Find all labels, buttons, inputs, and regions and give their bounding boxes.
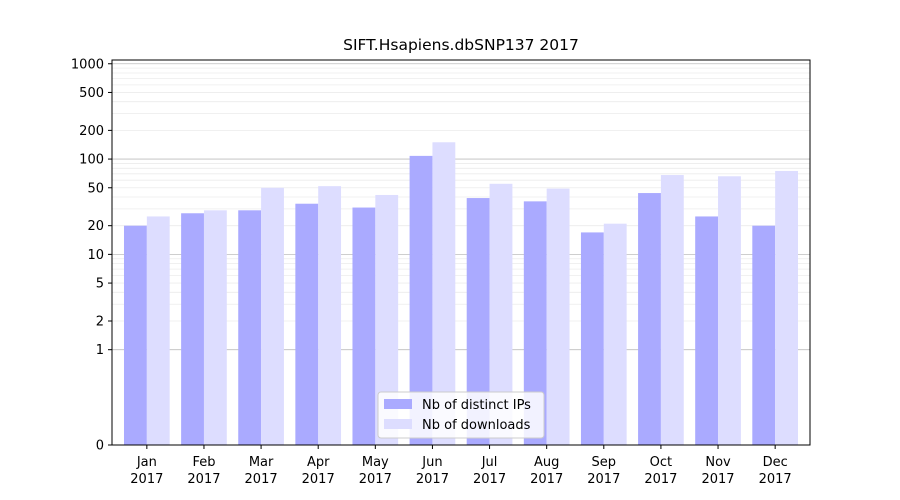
x-tick-label-month: Jun — [421, 455, 442, 470]
x-tick-label-month: May — [362, 455, 389, 470]
y-tick-label: 5 — [96, 277, 104, 292]
x-tick-label-year: 2017 — [416, 472, 449, 487]
bar-downloads — [146, 216, 170, 445]
legend-box — [377, 391, 545, 439]
bar-distinct-ips — [409, 155, 433, 445]
legend-swatch — [384, 419, 412, 429]
x-tick-label-month: Mar — [249, 455, 274, 470]
y-axis: 0 1 2 5 10 20 50 100 200 500 1000 — [71, 57, 112, 454]
x-tick-label-year: 2017 — [759, 472, 792, 487]
x-tick-label-year: 2017 — [644, 472, 677, 487]
y-tick-label: 2 — [96, 314, 104, 329]
bar-distinct-ips — [123, 225, 147, 445]
x-tick-label-year: 2017 — [701, 472, 734, 487]
bar-downloads — [775, 170, 799, 445]
x-tick-label-month: Jul — [481, 455, 498, 470]
x-tick-label-year: 2017 — [473, 472, 506, 487]
y-tick-label: 500 — [79, 86, 104, 101]
y-tick-label: 10 — [87, 248, 104, 263]
legend-swatch — [384, 399, 412, 409]
bar-distinct-ips — [295, 203, 319, 445]
x-tick-label-month: Feb — [192, 455, 215, 470]
y-tick-label: 200 — [79, 124, 104, 139]
bar-downloads — [261, 187, 284, 446]
bar-downloads — [489, 183, 513, 445]
y-tick-label: 0 — [96, 439, 104, 454]
x-tick-label-year: 2017 — [187, 472, 220, 487]
x-axis: Jan 2017 Feb 2017 Mar 2017 Apr 2017 May 2017 Jun 20… — [130, 445, 792, 487]
bar-distinct-ips — [523, 201, 547, 445]
x-tick-label-year: 2017 — [359, 472, 392, 487]
x-tick-label-month: Apr — [307, 455, 330, 470]
bar-distinct-ips — [238, 210, 262, 445]
bar-distinct-ips — [580, 232, 604, 445]
plot-frame — [111, 59, 811, 446]
bar-distinct-ips — [638, 193, 661, 445]
x-tick-label-year: 2017 — [130, 472, 163, 487]
bar-downloads — [718, 176, 741, 446]
bars — [123, 142, 799, 446]
x-tick-label-month: Sep — [592, 455, 617, 470]
bar-downloads — [546, 188, 570, 445]
y-tick-label: 20 — [87, 219, 104, 234]
x-tick-label-year: 2017 — [587, 472, 620, 487]
y-tick-label: 1 — [96, 343, 104, 358]
bar-distinct-ips — [352, 207, 376, 445]
y-tick-label: 50 — [87, 181, 104, 196]
legend-label: Nb of distinct IPs — [422, 398, 531, 413]
bar-downloads — [318, 186, 342, 445]
x-tick-label-month: Oct — [650, 455, 672, 470]
bar-downloads — [660, 175, 684, 445]
bar-distinct-ips — [466, 198, 490, 445]
x-tick-label-month: Dec — [763, 455, 788, 470]
bar-downloads — [203, 210, 227, 445]
x-tick-label-month: Jan — [136, 455, 157, 470]
bar-downloads — [603, 223, 627, 445]
bar-downloads — [432, 142, 456, 445]
x-tick-label-year: 2017 — [302, 472, 335, 487]
bar-distinct-ips — [695, 216, 719, 445]
x-tick-label-month: Aug — [534, 455, 559, 470]
grid-lines — [112, 63, 810, 351]
bar-distinct-ips — [752, 225, 776, 445]
bar-downloads — [375, 194, 399, 445]
legend: Nb of distinct IPs Nb of downloads — [377, 391, 545, 439]
x-tick-label-year: 2017 — [530, 472, 563, 487]
x-tick-label-year: 2017 — [245, 472, 278, 487]
x-tick-label-month: Nov — [705, 455, 731, 470]
legend-label: Nb of downloads — [422, 418, 531, 433]
bar-distinct-ips — [181, 213, 204, 445]
chart-title: SIFT.Hsapiens.dbSNP137 2017 — [343, 36, 579, 54]
y-tick-label: 100 — [79, 153, 104, 168]
y-tick-label: 1000 — [71, 57, 104, 72]
